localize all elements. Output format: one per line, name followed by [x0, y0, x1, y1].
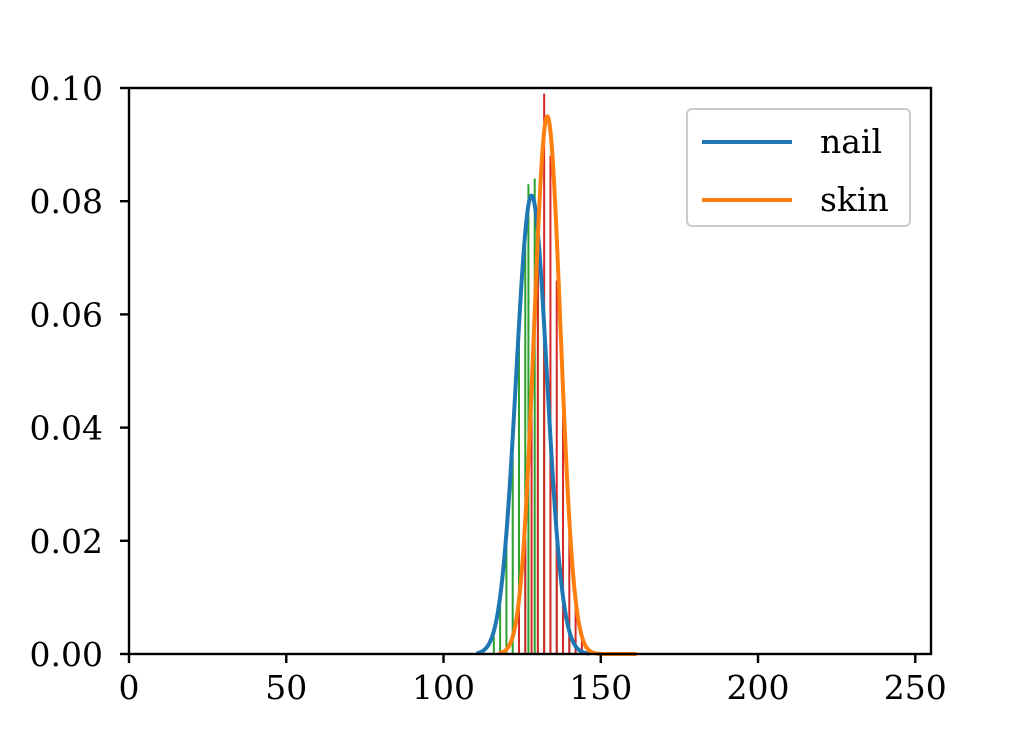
- legend-box: [686, 108, 911, 227]
- x-tick-label: 200: [727, 668, 790, 707]
- x-tick-label: 250: [884, 668, 947, 707]
- y-tick-label: 0.10: [30, 69, 103, 108]
- series-nail-line: [476, 193, 591, 656]
- x-tick-label: 100: [412, 668, 475, 707]
- histogram-bars: [492, 93, 590, 654]
- x-tick-label: 0: [119, 668, 140, 707]
- x-axis-ticks: 0 50 100 150 200 250: [119, 654, 947, 707]
- legend-label-nail: nail: [820, 122, 882, 161]
- y-tick-label: 0.06: [30, 295, 103, 334]
- y-tick-label: 0.08: [30, 182, 103, 221]
- series-skin-line: [498, 114, 638, 656]
- legend: nail skin: [686, 108, 911, 227]
- y-tick-label: 0.02: [30, 522, 103, 561]
- y-axis-ticks: 0.00 0.02 0.04 0.06 0.08 0.10: [30, 69, 129, 674]
- x-tick-label: 150: [569, 668, 632, 707]
- x-tick-label: 50: [265, 668, 307, 707]
- y-tick-label: 0.00: [30, 635, 103, 674]
- legend-label-skin: skin: [820, 180, 889, 219]
- plot-frame: [127, 86, 933, 656]
- y-tick-label: 0.04: [30, 409, 103, 448]
